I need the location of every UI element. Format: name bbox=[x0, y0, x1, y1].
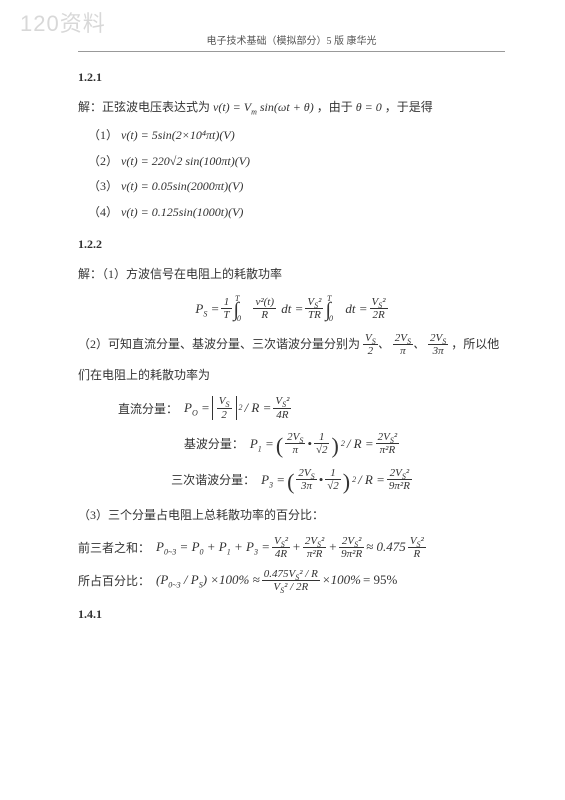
item-idx-2: （2） bbox=[88, 154, 118, 168]
section-1-4-1: 1.4.1 bbox=[78, 607, 505, 622]
item-expr-2: v(t) = 220√2 sin(100πt)(V) bbox=[121, 154, 250, 168]
item-expr-3: v(t) = 0.05sin(2000πt)(V) bbox=[121, 179, 243, 193]
formula-Ps: PS = 1T ∫0T v²(t)R dt = VS²TR ∫0T dt = V… bbox=[78, 296, 505, 321]
p-122-2c: 们在电阻上的耗散功率为 bbox=[78, 363, 505, 387]
formula-3rd: 三次谐波分量： P3 = 2VS3π • 1√2 2 / R = 2VS²9π²… bbox=[78, 467, 505, 493]
item-121-4: （4） v(t) = 0.125sin(1000t)(V) bbox=[88, 202, 505, 224]
item-idx-4: （4） bbox=[88, 205, 118, 219]
label-dc: 直流分量： bbox=[118, 400, 178, 417]
p-122-2: （2）可知直流分量、基波分量、三次谐波分量分别为 VS2、 2VSπ、 2VS3… bbox=[78, 332, 505, 358]
formula-pct: 所占百分比： (P0~3 / PS) ×100% ≈ 0.475VS² / RV… bbox=[78, 568, 505, 593]
label-fund: 基波分量： bbox=[184, 435, 244, 452]
item-121-2: （2） v(t) = 220√2 sin(100πt)(V) bbox=[88, 151, 505, 173]
item-121-3: （3） v(t) = 0.05sin(2000πt)(V) bbox=[88, 176, 505, 198]
formula-fund: 基波分量： P1 = 2VSπ • 1√2 2 / R = 2VS²π²R bbox=[78, 431, 505, 457]
item-expr-1: v(t) = 5sin(2×10⁴πt)(V) bbox=[121, 128, 235, 142]
label-pct: 所占百分比： bbox=[78, 572, 150, 589]
p-122-2a: （2）可知直流分量、基波分量、三次谐波分量分别为 bbox=[78, 337, 363, 351]
intro-text-b: ，由于 bbox=[317, 100, 356, 114]
intro-formula-vt: v(t) = Vm sin(ωt + θ) bbox=[213, 100, 314, 114]
intro-formula-theta: θ = 0 bbox=[356, 100, 382, 114]
p-122-2b: ，所以他 bbox=[451, 337, 499, 351]
fracs-inline: VS2、 2VSπ、 2VS3π bbox=[363, 337, 451, 351]
item-idx-1: （1） bbox=[88, 128, 118, 142]
section-1-2-1: 1.2.1 bbox=[78, 70, 505, 85]
section-1-2-2: 1.2.2 bbox=[78, 237, 505, 252]
watermark: 120资料 bbox=[20, 6, 106, 38]
pct-result: = 95% bbox=[363, 572, 397, 588]
p-122-3: （3）三个分量占电阻上总耗散功率的百分比： bbox=[78, 503, 505, 527]
item-121-1: （1） v(t) = 5sin(2×10⁴πt)(V) bbox=[88, 125, 505, 147]
intro-1-2-1: 解：正弦波电压表达式为 v(t) = Vm sin(ωt + θ) ，由于 θ … bbox=[78, 95, 505, 119]
label-3rd: 三次谐波分量： bbox=[171, 471, 255, 488]
p-122-1: 解：（1）方波信号在电阻上的耗散功率 bbox=[78, 262, 505, 286]
formula-sum: 前三者之和： P0~3 = P0 + P1 + P3 = VS²4R + 2VS… bbox=[78, 535, 505, 560]
intro-text-c: ，于是得 bbox=[385, 100, 433, 114]
page-header: 电子技术基础（模拟部分）5 版 康华光 bbox=[78, 32, 505, 52]
item-expr-4: v(t) = 0.125sin(1000t)(V) bbox=[121, 205, 243, 219]
label-sum: 前三者之和： bbox=[78, 539, 150, 556]
intro-text-a: 解：正弦波电压表达式为 bbox=[78, 100, 213, 114]
page-content: 电子技术基础（模拟部分）5 版 康华光 1.2.1 解：正弦波电压表达式为 v(… bbox=[0, 0, 565, 652]
item-idx-3: （3） bbox=[88, 179, 118, 193]
formula-dc: 直流分量： PO = VS2 2 / R = VS²4R bbox=[118, 395, 505, 420]
